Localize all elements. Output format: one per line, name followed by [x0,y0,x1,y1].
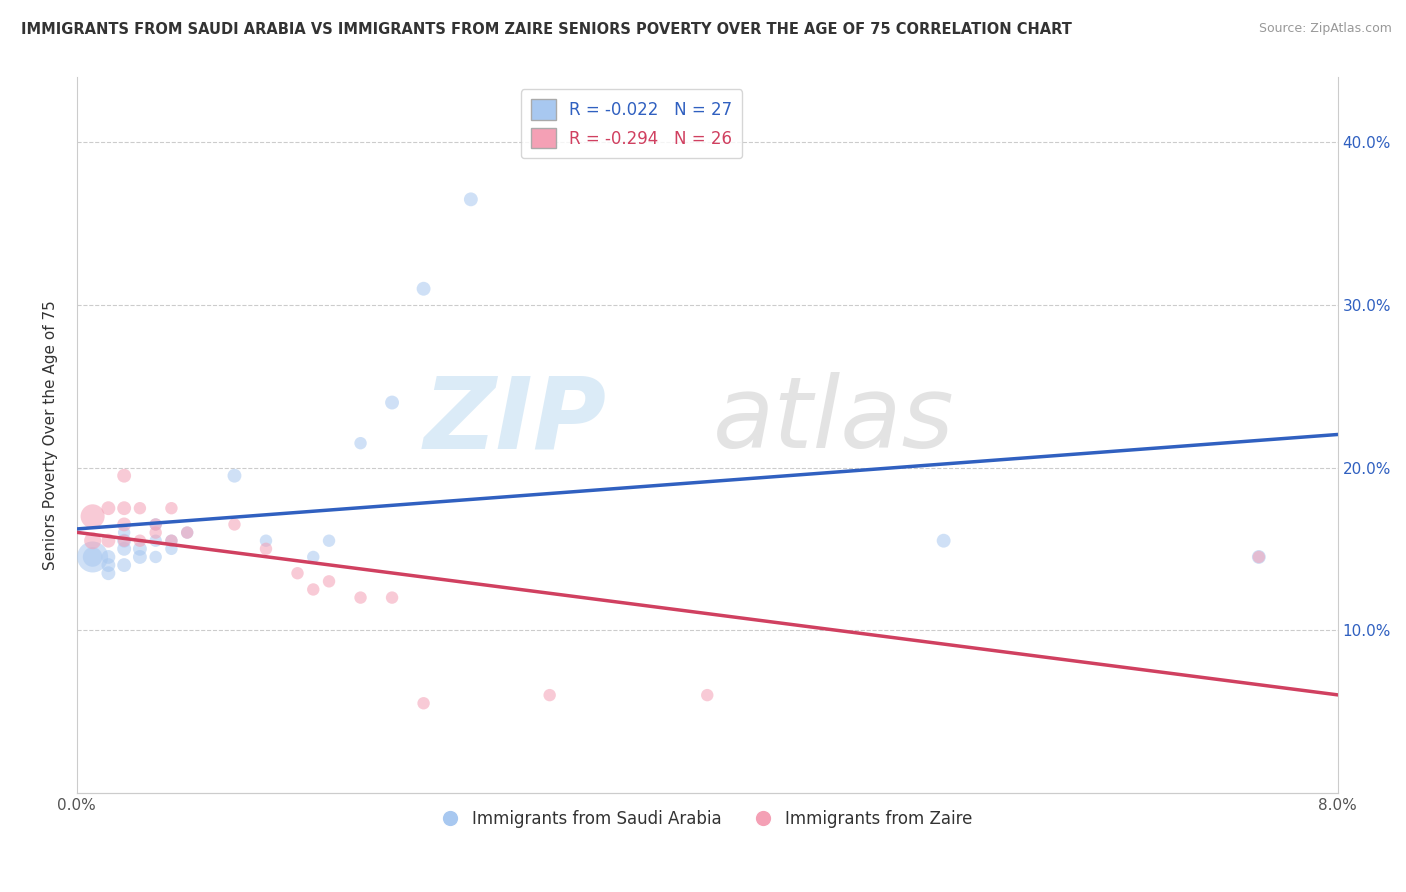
Point [112,533,135,548]
Point [112,558,135,573]
Point [224,517,246,532]
Point [349,436,371,450]
Point [112,517,135,532]
Point [538,688,561,702]
Point [381,591,404,605]
Point [1247,549,1270,564]
Point [176,525,198,540]
Point [97,566,120,581]
Point [129,533,152,548]
Point [318,533,340,548]
Point [254,533,277,548]
Point [160,541,183,556]
Point [696,688,718,702]
Point [129,549,152,564]
Point [318,574,340,589]
Point [160,533,183,548]
Point [254,541,277,556]
Point [97,501,120,516]
Point [97,533,120,548]
Point [932,533,955,548]
Point [287,566,309,581]
Point [112,533,135,548]
Point [112,501,135,516]
Point [349,591,371,605]
Point [82,509,104,524]
Point [145,533,167,548]
Point [302,549,325,564]
Text: atlas: atlas [713,372,955,469]
Point [145,517,167,532]
Point [160,533,183,548]
Point [145,517,167,532]
Point [412,696,434,710]
Point [460,192,482,206]
Point [112,541,135,556]
Point [112,525,135,540]
Text: ZIP: ZIP [423,372,606,469]
Point [145,549,167,564]
Point [129,501,152,516]
Point [97,549,120,564]
Text: Source: ZipAtlas.com: Source: ZipAtlas.com [1258,22,1392,36]
Point [302,582,325,597]
Point [160,501,183,516]
Y-axis label: Seniors Poverty Over the Age of 75: Seniors Poverty Over the Age of 75 [44,301,58,570]
Point [112,468,135,483]
Point [1247,549,1270,564]
Point [129,541,152,556]
Point [82,533,104,548]
Point [82,549,104,564]
Point [224,468,246,483]
Point [97,558,120,573]
Point [412,282,434,296]
Legend: Immigrants from Saudi Arabia, Immigrants from Zaire: Immigrants from Saudi Arabia, Immigrants… [436,803,979,834]
Point [145,525,167,540]
Point [82,549,104,564]
Point [176,525,198,540]
Text: IMMIGRANTS FROM SAUDI ARABIA VS IMMIGRANTS FROM ZAIRE SENIORS POVERTY OVER THE A: IMMIGRANTS FROM SAUDI ARABIA VS IMMIGRAN… [21,22,1071,37]
Point [381,395,404,409]
